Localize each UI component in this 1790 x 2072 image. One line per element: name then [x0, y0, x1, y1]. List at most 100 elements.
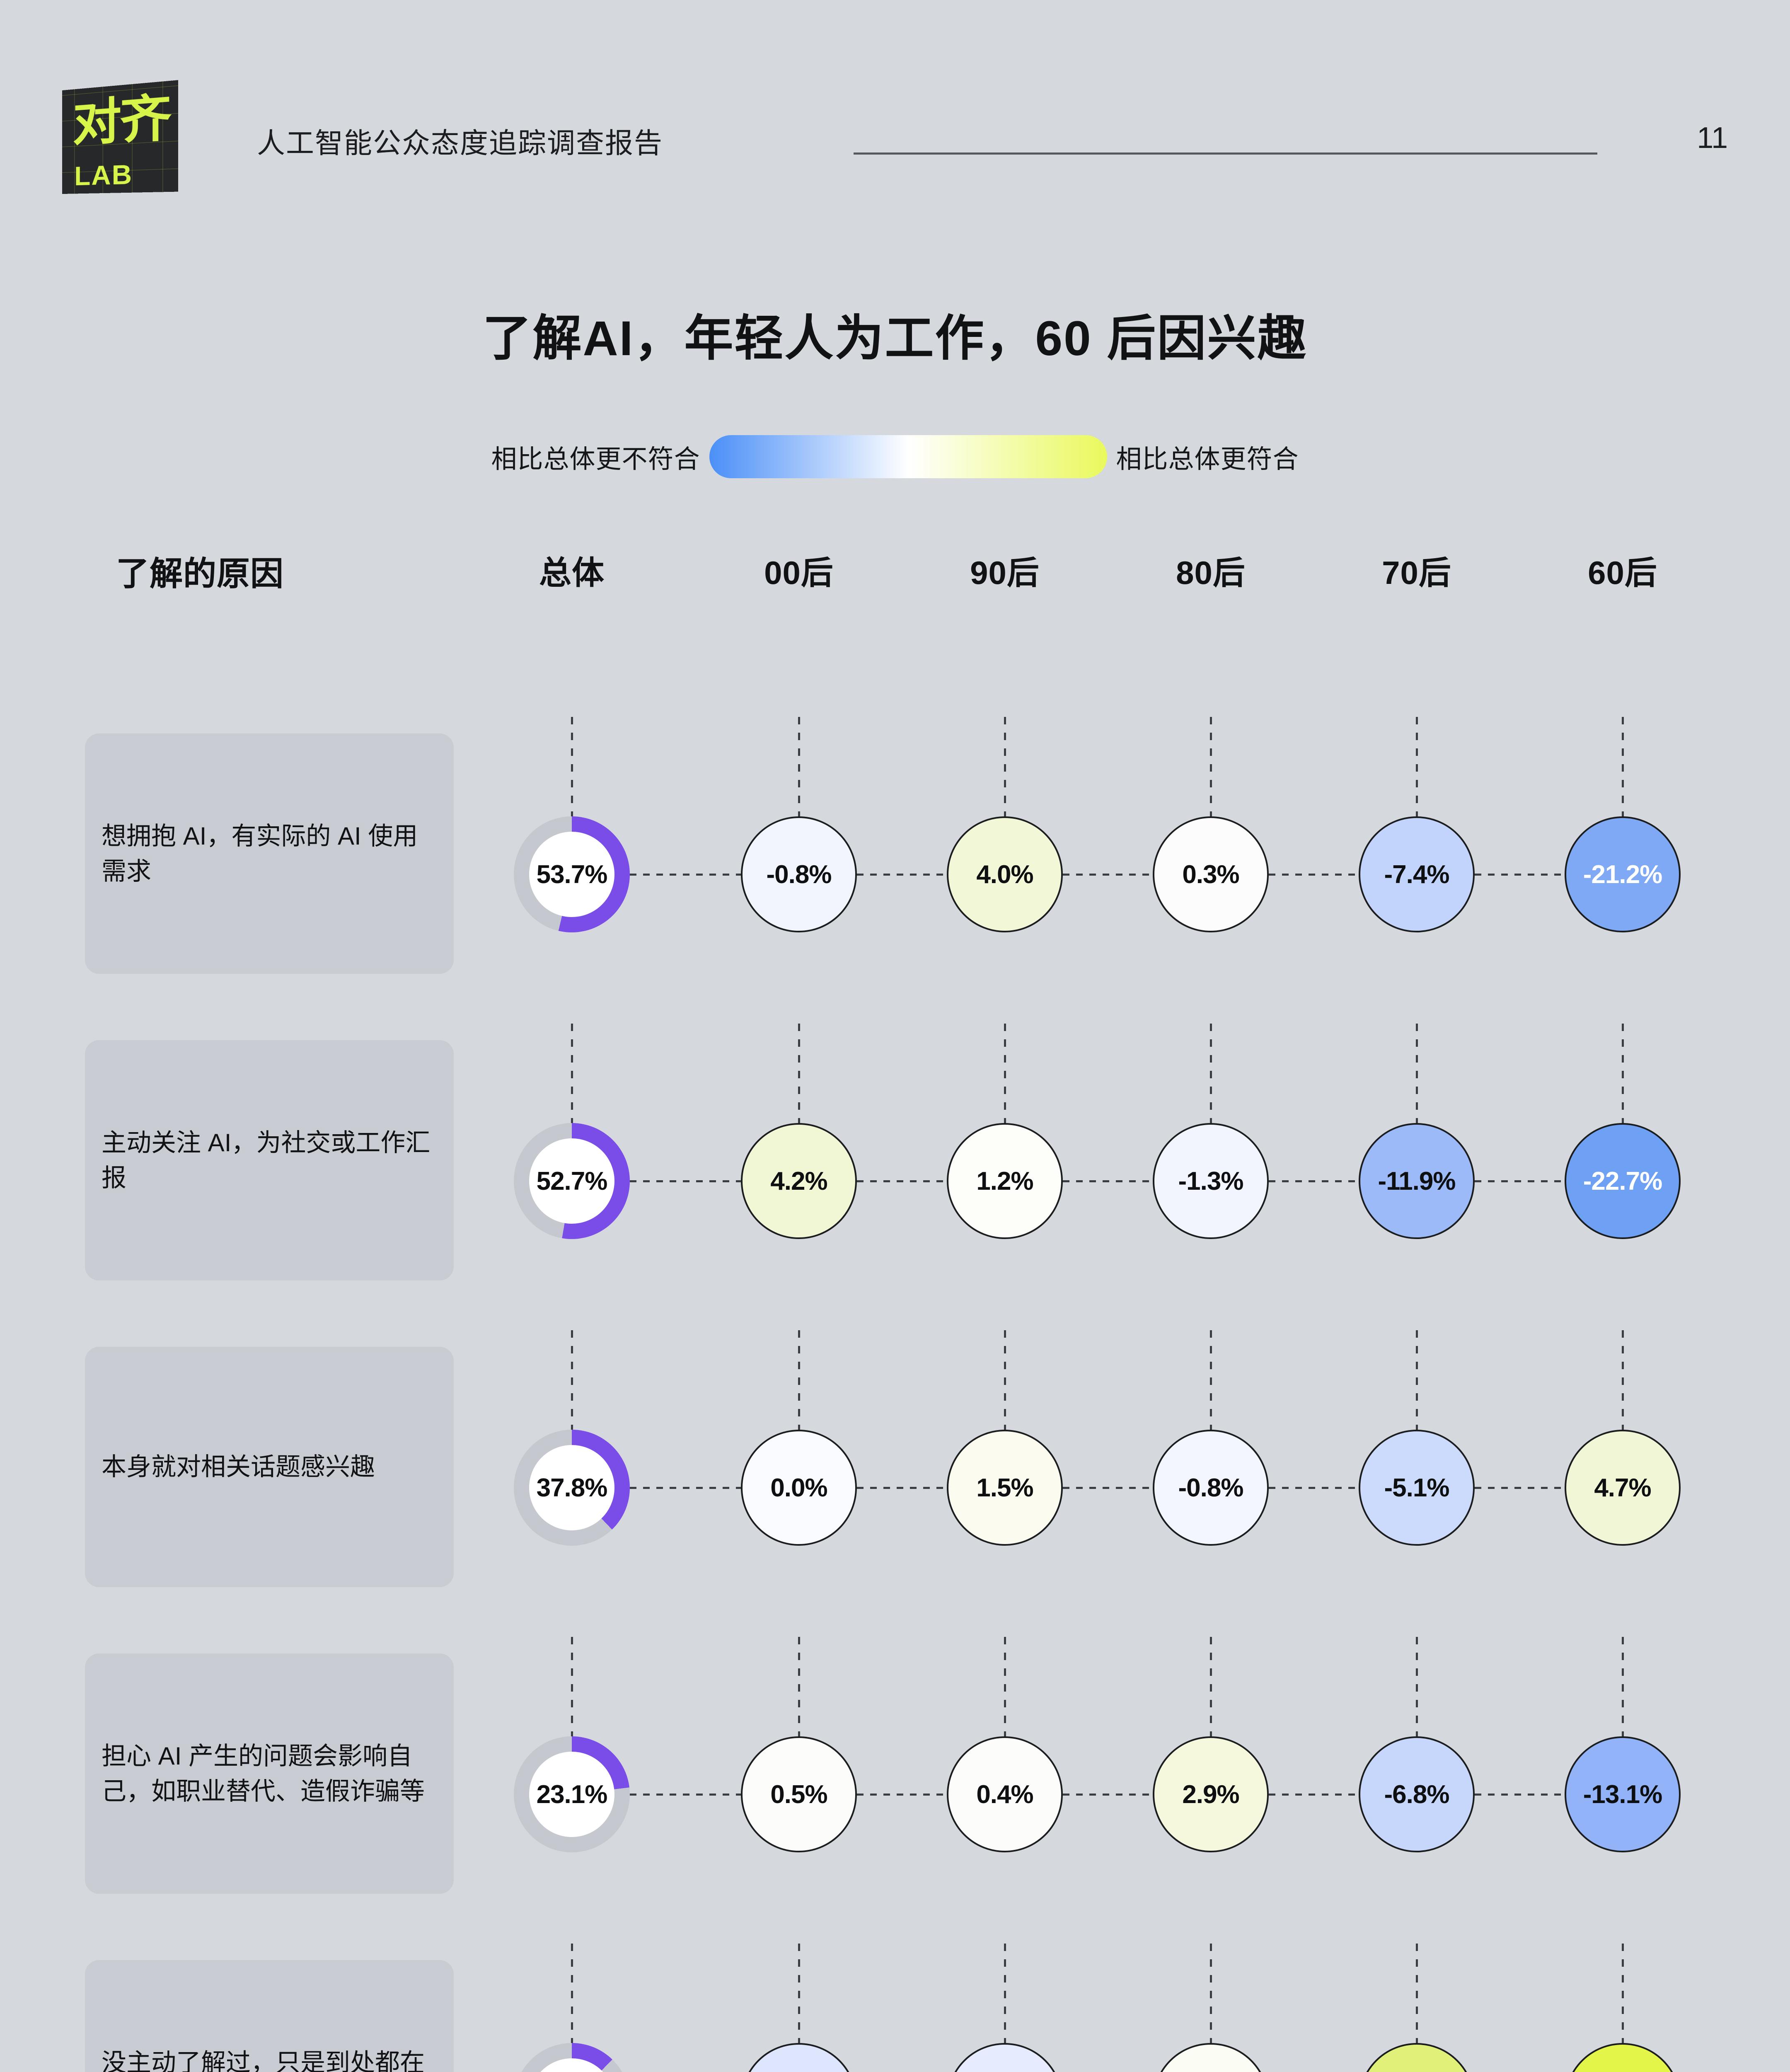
connector-line-vertical [1622, 1330, 1624, 1430]
connector-line-horizontal [1269, 1487, 1359, 1489]
data-cell: 4.2% [741, 1123, 857, 1239]
connector-line-vertical [1416, 1944, 1418, 2043]
connector-line-horizontal [1475, 1487, 1565, 1489]
data-cell: -22.7% [1565, 1123, 1681, 1239]
connector-line-vertical [1622, 1944, 1624, 2043]
overall-gauge-cell: 23.1% [514, 1736, 630, 1852]
overall-gauge-cell: 53.7% [514, 816, 630, 932]
table-body: 想拥抱 AI，有实际的 AI 使用需求 53.7% -0.8% 4.0% 0.3% -7.… [0, 622, 1790, 2072]
connector-line-vertical [798, 1637, 800, 1736]
data-cell: 10.8% [1359, 2043, 1475, 2072]
connector-line-horizontal [630, 1180, 741, 1182]
overall-gauge-cell: 12.3% [514, 2043, 630, 2072]
comparison-table: 了解的原因 总体 00后 90后 80后 70后 60后 想拥抱 AI，有实际的 AI 使用… [0, 547, 1790, 2072]
overall-value-label: 23.1% [529, 1752, 614, 1837]
data-cell: 0.0% [741, 1430, 857, 1546]
value-bubble: 0.4% [947, 1736, 1063, 1852]
value-bubble: -6.8% [1359, 1736, 1475, 1852]
value-bubble: 4.0% [947, 816, 1063, 932]
data-cell: 0.3% [1153, 816, 1269, 932]
data-cell: 1.5% [947, 1430, 1063, 1546]
data-cell: -3.3% [741, 2043, 857, 2072]
logo-lab-text: LAB [74, 159, 133, 191]
connector-line-vertical [798, 717, 800, 816]
column-header-70后: 70后 [1382, 554, 1451, 591]
data-cell: -0.8% [1153, 1430, 1269, 1546]
value-bubble: 10.8% [1359, 2043, 1475, 2072]
value-bubble: -13.1% [1565, 1736, 1681, 1852]
data-cell: 1.2% [947, 1123, 1063, 1239]
table-column-headers: 了解的原因 总体 00后 90后 80后 70后 60后 [0, 547, 1790, 622]
connector-line-vertical [1004, 1944, 1006, 2043]
overall-donut-gauge: 12.3% [514, 2043, 630, 2072]
connector-line-vertical [1416, 1330, 1418, 1430]
overall-donut-gauge: 52.7% [514, 1123, 630, 1239]
connector-line-vertical [1622, 1637, 1624, 1736]
connector-line-vertical [798, 1944, 800, 2043]
connector-line-vertical [1416, 1024, 1418, 1123]
overall-donut-gauge: 53.7% [514, 816, 630, 932]
connector-line-horizontal [857, 1794, 947, 1796]
connector-line-horizontal [630, 874, 741, 876]
value-bubble: -0.8% [741, 816, 857, 932]
data-cell: -11.9% [1359, 1123, 1475, 1239]
data-cell: 2.9% [1153, 1736, 1269, 1852]
overall-gauge-cell: 52.7% [514, 1123, 630, 1239]
data-cell: -1.7% [947, 2043, 1063, 2072]
row-label: 担心 AI 产生的问题会影响自己，如职业替代、造假诈骗等 [85, 1653, 454, 1894]
value-bubble: 1.3% [1153, 2043, 1269, 2072]
connector-line-vertical [798, 1330, 800, 1430]
connector-line-horizontal [1475, 1794, 1565, 1796]
connector-line-horizontal [630, 1487, 741, 1489]
overall-donut-gauge: 23.1% [514, 1736, 630, 1852]
data-cell: -6.8% [1359, 1736, 1475, 1852]
connector-line-vertical [571, 1330, 573, 1430]
overall-value-label: 52.7% [529, 1138, 614, 1224]
report-title: 人工智能公众态度追踪调查报告 [257, 128, 663, 159]
column-header-80后: 80后 [1176, 554, 1246, 591]
connector-line-vertical [1416, 717, 1418, 816]
data-cell: -21.2% [1565, 816, 1681, 932]
connector-line-horizontal [1475, 874, 1565, 876]
data-cell: 0.5% [741, 1736, 857, 1852]
connector-line-horizontal [1269, 874, 1359, 876]
value-bubble: -1.3% [1153, 1123, 1269, 1239]
value-bubble: 4.7% [1565, 1430, 1681, 1546]
data-cell: -1.3% [1153, 1123, 1269, 1239]
connector-line-horizontal [857, 874, 947, 876]
data-cell: 4.0% [947, 816, 1063, 932]
overall-gauge-cell: 37.8% [514, 1430, 630, 1546]
legend-gradient-bar [709, 435, 1107, 478]
data-cell: 0.4% [947, 1736, 1063, 1852]
data-cell: 1.3% [1153, 2043, 1269, 2072]
connector-line-horizontal [1269, 1794, 1359, 1796]
connector-line-horizontal [1475, 1180, 1565, 1182]
value-bubble: -21.2% [1565, 816, 1681, 932]
slide-title: 了解AI，年轻人为工作，60 后因兴趣 [482, 311, 1308, 366]
legend: 相比总体更不符合 相比总体更符合 [0, 435, 1790, 478]
value-bubble: -0.8% [1153, 1430, 1269, 1546]
connector-line-horizontal [1063, 1180, 1153, 1182]
row-label: 主动关注 AI，为社交或工作汇报 [85, 1040, 454, 1280]
connector-line-vertical [1210, 1637, 1212, 1736]
value-bubble: 17.7% [1565, 2043, 1681, 2072]
connector-line-horizontal [1063, 1487, 1153, 1489]
data-cell: 4.7% [1565, 1430, 1681, 1546]
page-header: 对齐 LAB 人工智能公众态度追踪调查报告 11 [0, 0, 1790, 215]
connector-line-vertical [1210, 717, 1212, 816]
value-bubble: -7.4% [1359, 816, 1475, 932]
legend-label-high: 相比总体更符合 [1116, 445, 1299, 474]
connector-line-vertical [1210, 1330, 1212, 1430]
connector-line-vertical [571, 1637, 573, 1736]
connector-line-horizontal [857, 1487, 947, 1489]
connector-line-vertical [1622, 717, 1624, 816]
row-label: 想拥抱 AI，有实际的 AI 使用需求 [85, 733, 454, 974]
overall-value-label: 53.7% [529, 832, 614, 917]
data-cell: -5.1% [1359, 1430, 1475, 1546]
value-bubble: 0.5% [741, 1736, 857, 1852]
column-header-00后: 00后 [764, 554, 834, 591]
value-bubble: -3.3% [741, 2043, 857, 2072]
value-bubble: 1.5% [947, 1430, 1063, 1546]
value-bubble: -5.1% [1359, 1430, 1475, 1546]
legend-label-low: 相比总体更不符合 [491, 445, 700, 474]
